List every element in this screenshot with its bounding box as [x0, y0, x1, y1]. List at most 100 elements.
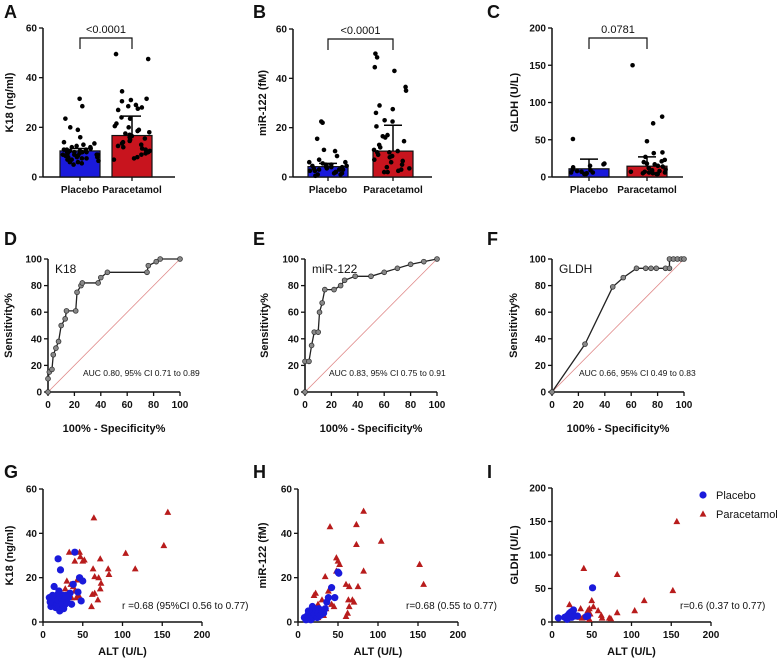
- panel-e: 0 20 40 60 80 100 Sensitivity% 0 20 40 60 80 100 100%…: [259, 255, 446, 436]
- roc-point: [316, 309, 323, 316]
- data-point: [332, 148, 338, 154]
- significance-bracket: [79, 37, 133, 49]
- roc-point: [63, 308, 70, 314]
- data-point: [75, 159, 81, 165]
- roc-point: [321, 286, 328, 293]
- roc-point: [620, 274, 627, 281]
- y-tick-label: 0: [31, 173, 37, 184]
- data-point: [316, 167, 322, 172]
- y-tick-label: 150: [529, 61, 546, 72]
- roc-point: [352, 273, 358, 280]
- y-tick-label: 40: [26, 73, 38, 84]
- data-point: [128, 97, 134, 103]
- data-point: [111, 157, 117, 162]
- point-placebo: [331, 594, 339, 602]
- data-point: [92, 141, 97, 146]
- roc-point: [434, 256, 440, 262]
- y-tick-label: 100: [25, 255, 42, 266]
- point-paracetamol: [342, 580, 350, 587]
- point-paracetamol: [377, 537, 385, 544]
- data-point: [95, 154, 100, 160]
- point-paracetamol: [589, 602, 597, 610]
- data-point: [79, 156, 85, 161]
- point-paracetamol: [420, 580, 427, 587]
- data-point: [144, 96, 149, 102]
- point-paracetamol: [96, 555, 104, 562]
- point-paracetamol: [105, 570, 113, 577]
- x-tick-label: Placebo: [61, 185, 99, 196]
- data-point: [67, 125, 73, 130]
- y-tick-label: 20: [535, 361, 547, 372]
- data-point: [125, 103, 131, 109]
- reference-line: [551, 258, 685, 393]
- data-point: [373, 51, 378, 56]
- x-tick-label: 80: [652, 400, 664, 411]
- x-tick-label: Paracetamol: [617, 185, 677, 196]
- panel-f: 0 20 40 60 80 100 Sensitivity% 0 20 40 60 80 100 100%…: [508, 255, 696, 436]
- point-paracetamol: [71, 557, 79, 564]
- data-point: [119, 141, 125, 146]
- roc-point: [98, 274, 104, 281]
- data-point: [143, 151, 148, 156]
- data-point: [646, 165, 652, 171]
- y-axis-title: Sensitivity%: [3, 293, 15, 358]
- x-axis-title: 100% - Specificity%: [63, 423, 166, 435]
- data-point: [331, 171, 337, 176]
- y-tick-label: 100: [529, 98, 546, 109]
- point-paracetamol: [160, 541, 168, 549]
- panel-g: 0 20 40 60 K18 (ng/ml) 0 50 100 150 200 ALT (U/L) r…: [4, 485, 248, 659]
- data-point: [401, 138, 407, 144]
- roc-point: [642, 265, 649, 272]
- data-point: [96, 158, 101, 164]
- y-axis-title: miR-122 (fM): [257, 70, 269, 136]
- y-tick-label: 40: [26, 529, 38, 540]
- point-paracetamol: [61, 585, 69, 592]
- point-placebo: [573, 612, 582, 620]
- x-tick-label: 0: [302, 400, 308, 411]
- y-tick-label: 60: [288, 308, 300, 319]
- y-tick-label: 0: [31, 618, 37, 629]
- data-point: [374, 55, 380, 60]
- point-paracetamol: [91, 572, 99, 580]
- roc-point: [633, 265, 640, 272]
- legend: Placebo Paracetamol: [699, 490, 778, 521]
- data-point: [371, 147, 377, 153]
- y-axis-title: miR-122 (fM): [257, 522, 269, 588]
- data-point: [387, 150, 392, 155]
- data-point: [120, 144, 126, 150]
- roc-point: [407, 261, 414, 268]
- y-axis-title: GLDH (U/L): [509, 73, 521, 133]
- data-point: [307, 168, 313, 174]
- y-tick-label: 20: [26, 123, 38, 134]
- point-paracetamol: [640, 596, 648, 604]
- roc-point: [157, 256, 164, 262]
- roc-point: [381, 269, 388, 276]
- p-value-label: 0.0781: [601, 24, 635, 36]
- data-point: [395, 148, 401, 154]
- data-point: [139, 146, 145, 151]
- point-paracetamol: [326, 523, 334, 530]
- x-tick-label: 80: [405, 400, 417, 411]
- roc-point: [337, 282, 344, 289]
- y-tick-label: 40: [276, 74, 288, 85]
- data-point: [588, 167, 593, 173]
- point-paracetamol: [607, 615, 615, 622]
- y-tick-label: 150: [529, 517, 546, 528]
- point-placebo: [48, 591, 57, 600]
- data-point: [313, 173, 318, 179]
- x-tick-label: 40: [599, 400, 611, 411]
- data-point: [385, 169, 390, 175]
- point-paracetamol: [613, 609, 621, 616]
- roc-point: [582, 341, 588, 347]
- data-point: [133, 102, 139, 108]
- point-paracetamol: [321, 572, 329, 580]
- data-point: [135, 106, 141, 112]
- data-point: [655, 163, 661, 169]
- panel-letter-G: G: [4, 462, 18, 482]
- y-axis-title: GLDH (U/L): [509, 525, 521, 585]
- data-point: [388, 159, 394, 165]
- point-placebo: [50, 582, 58, 591]
- y-axis-title: Sensitivity%: [508, 293, 520, 358]
- auc-annotation: AUC 0.83, 95% CI 0.75 to 0.91: [329, 368, 446, 378]
